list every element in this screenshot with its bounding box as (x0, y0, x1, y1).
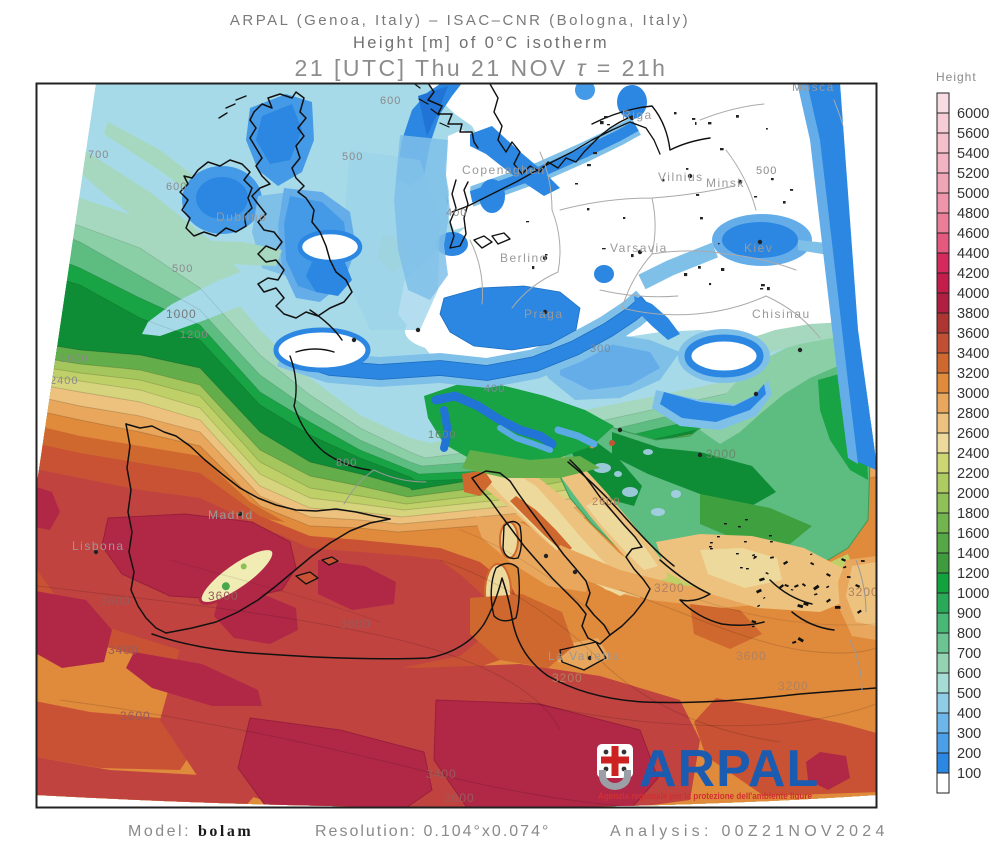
svg-text:La Valletta: La Valletta (548, 649, 620, 663)
svg-text:2800: 2800 (957, 406, 989, 422)
svg-text:Varsavia: Varsavia (610, 241, 668, 255)
svg-text:Lisbona: Lisbona (72, 539, 125, 553)
svg-text:700: 700 (88, 149, 109, 161)
svg-text:500: 500 (342, 151, 363, 163)
svg-text:3000: 3000 (957, 386, 989, 402)
svg-text:3200: 3200 (848, 585, 879, 599)
svg-text:100: 100 (957, 766, 981, 782)
svg-text:2000: 2000 (957, 486, 989, 502)
svg-text:Copenaghen: Copenaghen (462, 163, 546, 177)
svg-text:3200: 3200 (552, 671, 583, 685)
svg-text:3600: 3600 (208, 589, 239, 603)
svg-text:Model: bolam: Model: bolam (128, 823, 253, 840)
svg-text:3000: 3000 (706, 447, 737, 461)
svg-text:600: 600 (166, 181, 187, 193)
svg-text:6000: 6000 (957, 106, 989, 122)
svg-text:600: 600 (380, 95, 401, 107)
svg-text:800: 800 (957, 626, 981, 642)
svg-text:300: 300 (590, 343, 611, 355)
svg-text:21 [UTC] Thu 21 NOV τ = 21h: 21 [UTC] Thu 21 NOV τ = 21h (295, 55, 668, 81)
svg-text:5400: 5400 (957, 146, 989, 162)
svg-text:Agenzia regionale per la prote: Agenzia regionale per la protezione dell… (598, 791, 812, 802)
svg-text:3600: 3600 (957, 326, 989, 342)
svg-text:1600: 1600 (957, 526, 989, 542)
svg-text:3400: 3400 (426, 767, 457, 781)
svg-text:2400: 2400 (957, 446, 989, 462)
svg-text:3600: 3600 (444, 791, 475, 805)
svg-text:Praga: Praga (524, 307, 564, 321)
svg-text:Madrid: Madrid (208, 508, 254, 522)
svg-text:900: 900 (957, 606, 981, 622)
svg-text:3600: 3600 (340, 617, 371, 631)
svg-text:Mosca: Mosca (792, 80, 835, 94)
svg-text:ARPAL: ARPAL (639, 740, 819, 798)
svg-text:500: 500 (756, 165, 777, 177)
svg-text:3600: 3600 (120, 709, 151, 723)
svg-text:1800: 1800 (957, 506, 989, 522)
svg-text:1400: 1400 (957, 546, 989, 562)
svg-text:3200: 3200 (654, 581, 685, 595)
svg-text:1200: 1200 (180, 329, 208, 341)
svg-text:3200: 3200 (957, 366, 989, 382)
svg-text:4400: 4400 (957, 246, 989, 262)
svg-text:2400: 2400 (50, 375, 78, 387)
svg-text:5000: 5000 (957, 186, 989, 202)
svg-text:5200: 5200 (957, 166, 989, 182)
svg-text:Riga: Riga (622, 108, 653, 122)
svg-text:3400: 3400 (957, 346, 989, 362)
svg-text:400: 400 (484, 383, 505, 395)
svg-text:300: 300 (957, 726, 981, 742)
svg-text:2600: 2600 (957, 426, 989, 442)
svg-text:4000: 4000 (957, 286, 989, 302)
svg-text:Dublino: Dublino (216, 210, 267, 224)
svg-text:3600: 3600 (736, 649, 767, 663)
svg-text:2200: 2200 (957, 466, 989, 482)
svg-text:500: 500 (172, 263, 193, 275)
svg-text:4600: 4600 (957, 226, 989, 242)
svg-text:Chisinau: Chisinau (752, 307, 811, 321)
svg-text:1600: 1600 (60, 353, 88, 365)
svg-text:400: 400 (957, 706, 981, 722)
svg-text:Height [m] of 0°C isotherm: Height [m] of 0°C isotherm (353, 34, 609, 52)
svg-text:700: 700 (957, 646, 981, 662)
svg-text:400: 400 (446, 207, 467, 219)
svg-text:3600: 3600 (100, 594, 131, 608)
svg-text:Minsk: Minsk (706, 176, 745, 190)
svg-text:Vilnius: Vilnius (658, 170, 704, 184)
svg-text:5600: 5600 (957, 126, 989, 142)
svg-text:3200: 3200 (778, 679, 809, 693)
svg-text:2600: 2600 (592, 496, 620, 508)
svg-text:Analysis: 00Z21NOV2024: Analysis: 00Z21NOV2024 (610, 823, 889, 840)
svg-text:800: 800 (336, 457, 357, 469)
svg-text:ARPAL (Genoa, Italy) – ISAC–: ARPAL (Genoa, Italy) – ISAC–CNR (Bologna… (230, 12, 690, 29)
svg-text:600: 600 (957, 666, 981, 682)
svg-text:1000: 1000 (166, 307, 197, 321)
svg-text:Height: Height (936, 70, 977, 84)
svg-text:200: 200 (957, 746, 981, 762)
svg-text:4800: 4800 (957, 206, 989, 222)
svg-text:500: 500 (957, 686, 981, 702)
svg-text:Kiev: Kiev (744, 241, 773, 255)
svg-text:1600: 1600 (428, 429, 456, 441)
svg-text:1200: 1200 (957, 566, 989, 582)
svg-text:Resolution: 0.104°x0.074°: Resolution: 0.104°x0.074° (315, 823, 550, 840)
svg-text:3800: 3800 (957, 306, 989, 322)
svg-text:Berlino: Berlino (500, 251, 548, 265)
svg-text:1000: 1000 (957, 586, 989, 602)
svg-text:4200: 4200 (957, 266, 989, 282)
svg-text:3400: 3400 (108, 643, 139, 657)
